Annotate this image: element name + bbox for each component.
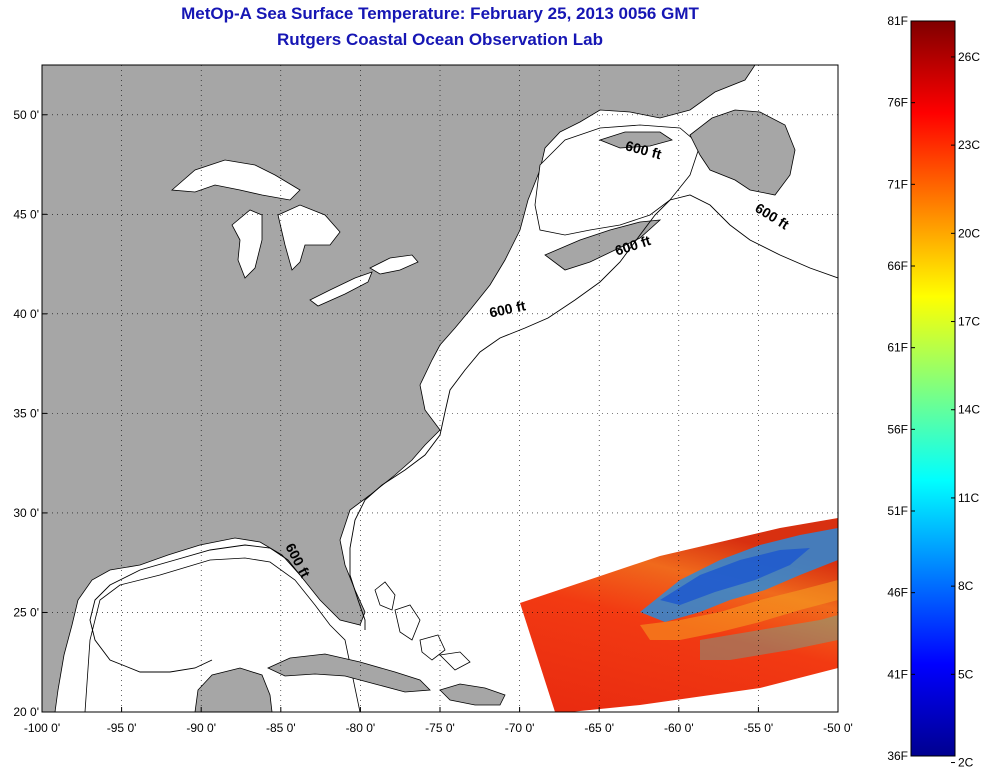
colorbar-f-label: 66F [887,259,908,273]
bahamas-islands [374,581,471,671]
cuba [267,653,431,693]
lake-erie [309,271,373,307]
longitude-labels: -100 0' -95 0' -90 0' -85 0' -80 0' -75 0' -70… [24,707,853,735]
lat-tick-label: 25 0' [13,605,39,619]
colorbar-f-label: 46F [887,586,908,600]
lake-michigan [231,209,263,279]
map-subtitle: Rutgers Coastal Ocean Observation Lab [277,30,603,49]
lon-tick-label: -70 0' [505,721,535,735]
lon-tick-label: -55 0' [744,721,774,735]
lon-tick-label: -100 0' [24,721,60,735]
lon-tick-label: -85 0' [266,721,296,735]
colorbar-c-label: 17C [958,315,980,329]
lat-tick-label: 35 0' [13,406,39,420]
colorbar-celsius-labels: 26C 23C 20C 17C 14C 11C 8C 5C 2C [951,50,980,770]
north-america-land [42,65,756,712]
hispaniola [439,683,506,706]
colorbar-f-label: 76F [887,96,908,110]
lon-tick-label: -75 0' [425,721,455,735]
lat-tick-label: 30 0' [13,506,39,520]
colorbar-c-label: 26C [958,50,980,64]
map-title: MetOp-A Sea Surface Temperature: Februar… [181,4,699,23]
yucatan-peninsula [194,667,273,712]
colorbar-c-label: 14C [958,403,980,417]
colorbar-f-label: 51F [887,504,908,518]
lon-tick-label: -60 0' [664,721,694,735]
colorbar-f-label: 36F [887,749,908,763]
lake-superior [171,159,301,201]
colorbar-f-label: 71F [887,177,908,191]
isobath-label: 600 ft [488,297,527,320]
lon-tick-label: -80 0' [346,721,376,735]
lat-tick-label: 45 0' [13,207,39,221]
newfoundland [689,109,796,196]
colorbar-c-label: 5C [958,667,974,681]
colorbar-f-label: 81F [887,14,908,28]
lake-huron [277,204,341,271]
lon-tick-label: -90 0' [186,721,216,735]
colorbar-fahrenheit-labels: 81F 76F 71F 66F 61F 56F 51F 46F 41F 36F [887,14,915,763]
lat-tick-label: 50 0' [13,108,39,122]
lon-tick-label: -50 0' [823,721,853,735]
lon-tick-label: -65 0' [584,721,614,735]
lon-tick-label: -95 0' [107,721,137,735]
anticosti-island [598,131,673,149]
colorbar-c-label: 23C [958,138,980,152]
colorbar-c-label: 2C [958,756,974,770]
lake-ontario [369,254,419,275]
colorbar-f-label: 61F [887,341,908,355]
colorbar-f-label: 56F [887,422,908,436]
lat-tick-label: 40 0' [13,307,39,321]
colorbar [910,20,956,757]
colorbar-c-label: 20C [958,226,980,240]
colorbar-c-label: 11C [958,491,979,505]
colorbar-f-label: 41F [887,667,908,681]
colorbar-c-label: 8C [958,579,974,593]
latitude-labels: 50 0' 45 0' 40 0' 35 0' 30 0' 25 0' 20 0' [13,108,47,719]
isobath-600ft [89,194,838,673]
lat-tick-label: 20 0' [13,705,39,719]
nova-scotia [544,219,662,271]
